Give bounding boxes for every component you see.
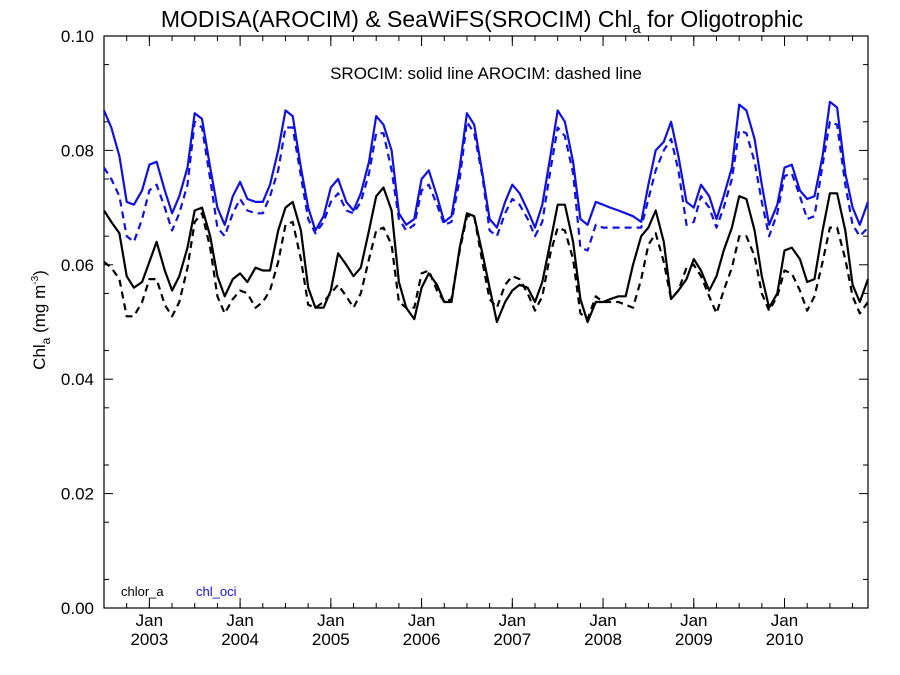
x-tick-year: 2003 — [130, 630, 168, 649]
y-tick-label: 0.10 — [61, 27, 94, 46]
x-tick-year: 2010 — [766, 630, 804, 649]
ylabel-main: Chl — [30, 344, 49, 370]
series-line-chlor-a-solid — [103, 186, 870, 324]
y-tick-label: 0.04 — [61, 370, 94, 389]
title-sub: a — [632, 20, 641, 37]
x-tick-month: Jan — [408, 611, 435, 630]
series-line-chl-oci-dashed — [103, 120, 869, 252]
ylabel-units: (mg m — [30, 285, 49, 338]
ylabel-close: ) — [30, 270, 49, 276]
ylabel-sub: a — [39, 337, 53, 344]
x-tick-month: Jan — [317, 611, 344, 630]
chart-annotation: SROCIM: solid line AROCIM: dashed line — [330, 64, 642, 83]
x-tick-month: Jan — [226, 611, 253, 630]
x-tick-month: Jan — [680, 611, 707, 630]
series-line-chlor-a-dashed — [103, 212, 869, 321]
legend-chlor-a: chlor_a — [121, 584, 164, 599]
x-tick-year: 2008 — [584, 630, 622, 649]
plot-area: 0.000.020.040.060.080.10Jan2003Jan2004Ja… — [61, 27, 870, 649]
chart-title: MODISA(AROCIM) & SeaWiFS(SROCIM) Chla fo… — [161, 6, 803, 37]
y-tick-label: 0.08 — [61, 141, 94, 160]
x-tick-year: 2007 — [493, 630, 531, 649]
x-tick-month: Jan — [499, 611, 526, 630]
legend-chl-oci: chl_oci — [196, 584, 237, 599]
title-main: MODISA(AROCIM) & SeaWiFS(SROCIM) Chl — [161, 6, 633, 32]
y-tick-label: 0.06 — [61, 256, 94, 275]
ylabel-sup: -3 — [30, 275, 41, 284]
plot-frame — [103, 35, 869, 609]
y-tick-label: 0.00 — [61, 599, 94, 618]
x-tick-month: Jan — [771, 611, 798, 630]
x-tick-year: 2005 — [312, 630, 350, 649]
x-tick-year: 2004 — [221, 630, 259, 649]
y-axis-label: Chla (mg m-3) — [30, 270, 53, 370]
x-tick-year: 2006 — [403, 630, 441, 649]
x-tick-month: Jan — [136, 611, 163, 630]
y-tick-label: 0.02 — [61, 485, 94, 504]
x-tick-year: 2009 — [675, 630, 713, 649]
title-end: for Oligotrophic — [641, 6, 803, 32]
x-tick-month: Jan — [589, 611, 616, 630]
